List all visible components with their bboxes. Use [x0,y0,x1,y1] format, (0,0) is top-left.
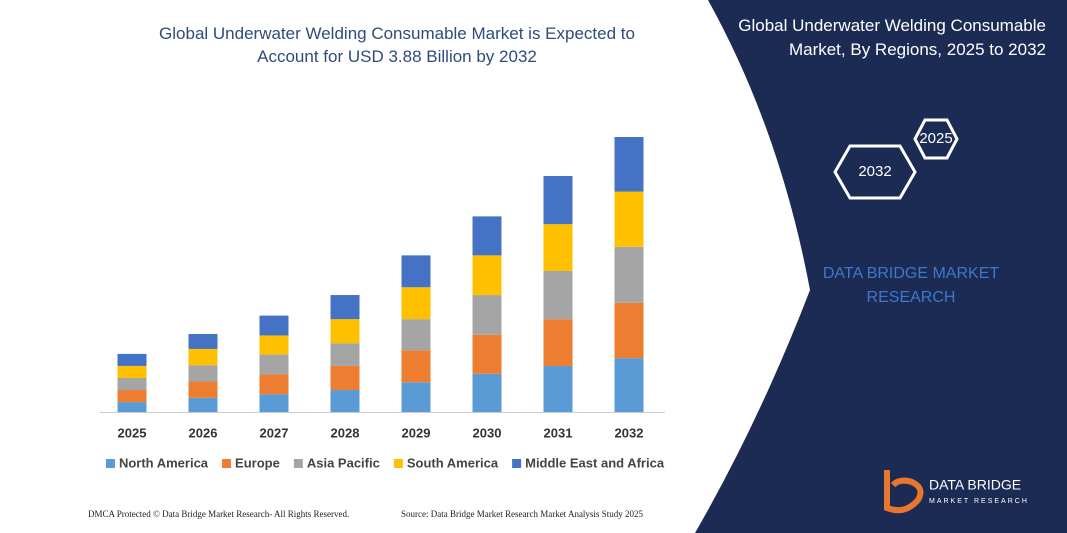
bar-segment [614,358,644,412]
bar-segment [117,402,147,412]
bar-segment [259,394,289,412]
x-tick-label: 2027 [260,425,289,440]
logo-tagline: MARKET RESEARCH [929,498,1029,505]
legend-swatch [512,459,522,468]
bar-segment [614,191,644,247]
bar-segment [401,382,431,412]
x-tick-label: 2028 [331,425,360,440]
bar-segment [188,348,218,366]
bar-segment [330,319,360,344]
hexagon [833,144,917,200]
x-tick-label: 2030 [473,425,502,440]
brand: DATA BRIDGE MARKET RESEARCH [822,265,1000,306]
bar-segment [330,365,360,391]
legend-label: Asia Pacific [307,455,380,470]
bar-segment [472,255,502,296]
x-tick-label: 2026 [189,425,218,440]
legend-swatch [393,459,403,468]
footer-left: DMCA Protected © Data Bridge Market Rese… [88,509,350,519]
bar-segment [330,343,360,366]
legend-swatch [105,459,115,468]
bar-segment [543,224,573,271]
bar-segment [401,350,431,383]
legend-swatch [222,459,232,468]
bar-segment [614,246,644,303]
bar-segment [472,334,502,374]
logo-mark [884,470,924,514]
panel-title: Global Underwater Welding Consumable Mar… [738,16,1046,59]
bar-segment [472,295,502,335]
logo-name: DATA BRIDGE [929,477,1021,493]
x-tick-label: 2032 [615,425,644,440]
legend-swatch [293,459,303,468]
bar-segment [543,175,573,225]
bar-segment [259,315,289,336]
x-tick-label: 2029 [402,425,431,440]
bar-segment [259,354,289,375]
bar-segment [117,365,147,378]
bar-segment [188,334,218,349]
legend-label: North America [119,455,209,470]
bar-segment [330,390,360,412]
bar-segment [259,374,289,395]
footer-right: Source: Data Bridge Market Research Mark… [401,509,643,519]
bar-segment [614,302,644,359]
bar-segment [401,287,431,320]
bar-segment [259,335,289,355]
legend-label: Middle East and Africa [525,455,665,470]
bar-segment [330,295,360,320]
bar-segment [543,270,573,320]
bar-segment [188,365,218,382]
bar-segment [117,377,147,391]
legend-label: Europe [235,455,280,470]
chart-title: Global Underwater Welding Consumable Mar… [159,24,635,66]
bar-segment [543,365,573,412]
bar-segment [401,319,431,351]
hex-label: 2032 [858,163,891,180]
bar-segment [117,353,147,366]
side-panel [695,0,1067,533]
bar-segment [401,255,431,288]
x-tick-label: 2025 [118,425,147,440]
hex-label: 2025 [919,130,952,147]
hexagon [913,118,959,160]
bar-segment [188,381,218,398]
bar-segment [543,319,573,366]
bar-segment [117,390,147,403]
legend-label: South America [407,455,499,470]
x-tick-label: 2031 [544,425,573,440]
bar-segment [614,137,644,192]
bar-segment [472,373,502,412]
bar-segment [188,397,218,412]
bar-segment [472,216,502,256]
